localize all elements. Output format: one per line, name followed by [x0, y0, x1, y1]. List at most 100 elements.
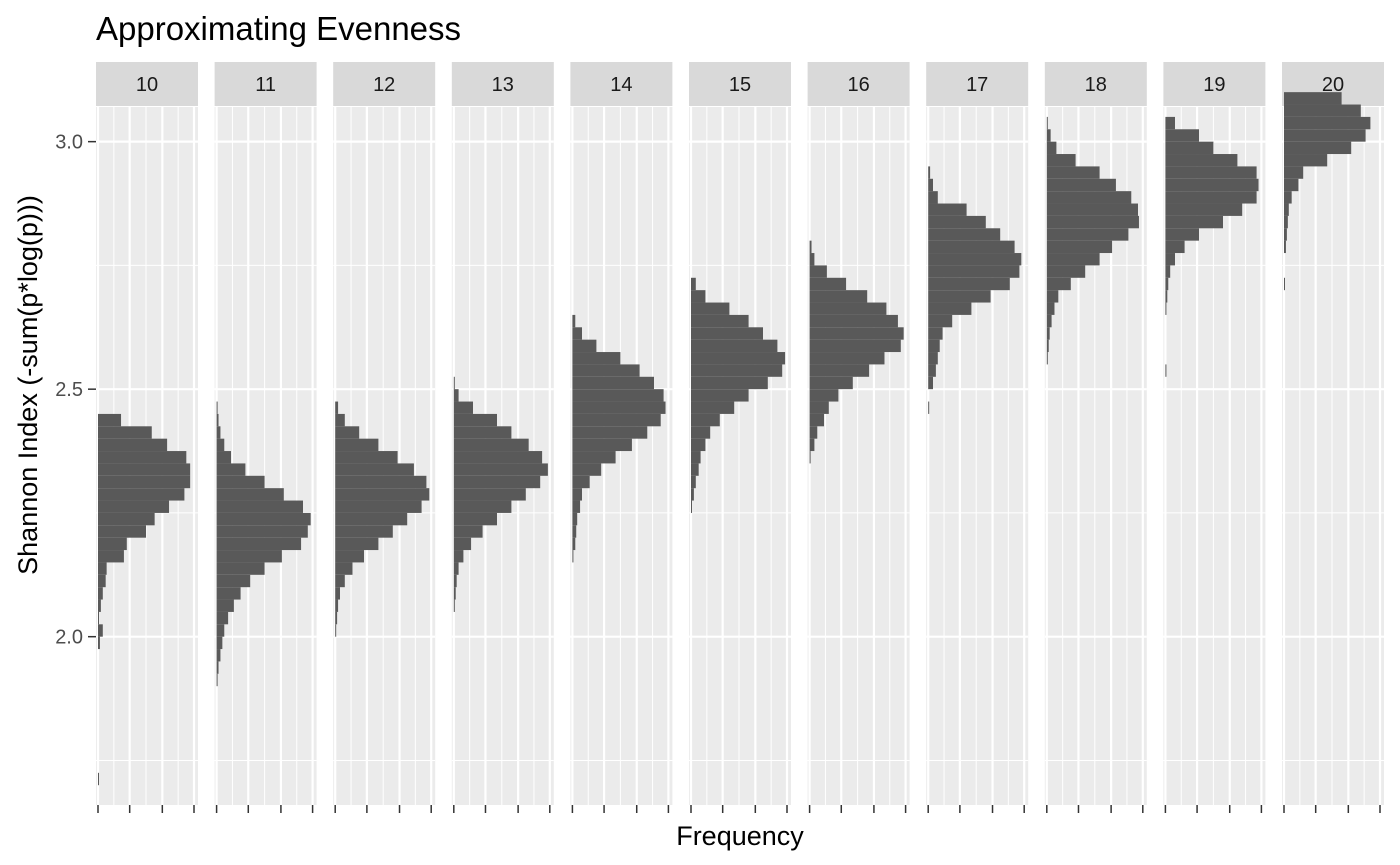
histogram-bar [1046, 352, 1048, 365]
histogram-bar [216, 636, 223, 650]
histogram-bar [691, 475, 696, 489]
histogram-bar [335, 611, 338, 625]
facet-strip [807, 62, 910, 106]
facet-strip-label: 10 [136, 74, 158, 96]
histogram-bar [1165, 129, 1199, 142]
histogram-bar [1165, 302, 1167, 315]
histogram-bar [572, 314, 576, 328]
histogram-bar [98, 525, 146, 538]
histogram-bar [1046, 339, 1049, 353]
facet-strip-label: 14 [610, 74, 632, 96]
histogram-bar [691, 426, 711, 439]
histogram-bar [928, 314, 953, 328]
histogram-bar [216, 525, 308, 538]
y-axis: 2.0 2.5 3.0 [55, 132, 96, 649]
histogram-bar [216, 649, 221, 662]
histogram-bar [1284, 92, 1342, 105]
panel-background [1282, 107, 1384, 805]
histogram-bar [691, 302, 730, 315]
histogram-bar [98, 550, 124, 563]
panel-background [807, 107, 910, 805]
histogram-bar [216, 673, 218, 687]
histogram-bar [809, 364, 870, 377]
histogram-bar [572, 376, 654, 390]
histogram-bar [928, 401, 930, 414]
histogram-bar [216, 624, 225, 637]
facet-panel-16: 16 [807, 62, 910, 813]
histogram-bar [928, 166, 931, 179]
histogram-bar [928, 364, 936, 377]
histogram-bar [98, 562, 107, 575]
histogram-bar [1284, 178, 1299, 192]
histogram-bar [1165, 265, 1171, 278]
histogram-bar [572, 463, 602, 476]
histogram-bar [1046, 302, 1055, 315]
histogram-bar [691, 401, 735, 414]
histogram-bar [453, 599, 455, 612]
facet-strip-label: 20 [1322, 74, 1344, 96]
histogram-bar [98, 426, 152, 439]
histogram-bar [572, 500, 581, 513]
histogram-bar [335, 550, 364, 563]
histogram-bar [1284, 129, 1366, 142]
facet-panel-10: 10 [96, 62, 198, 813]
histogram-bar [216, 438, 225, 452]
histogram-bar [98, 587, 103, 600]
histogram-bar [335, 413, 345, 427]
histogram-bar [691, 290, 706, 303]
histogram-bar [572, 550, 574, 563]
histogram-bar [98, 451, 187, 464]
facet-panel-11: 11 [214, 62, 317, 813]
histogram-bar [98, 413, 122, 427]
histogram-bar [572, 327, 582, 340]
histogram-bar [453, 525, 483, 538]
histogram-bar [809, 426, 818, 439]
histogram-bar [98, 463, 191, 476]
histogram-bar [98, 512, 155, 526]
histogram-bar [1284, 141, 1352, 155]
histogram-bar [691, 413, 720, 427]
histogram-bar [216, 537, 302, 551]
facet-panel-18: 18 [1044, 62, 1147, 813]
facet-panel-19: 19 [1163, 62, 1266, 813]
histogram-bar [216, 488, 284, 501]
histogram-bar [453, 512, 497, 526]
facet-strip [333, 62, 436, 106]
histogram-bar [691, 451, 701, 464]
histogram-bar [216, 401, 218, 414]
histogram-bar [453, 463, 548, 476]
histogram-bar [1165, 364, 1167, 377]
histogram-bar [216, 463, 246, 476]
histogram-bar [1284, 191, 1292, 204]
facet-panel-12: 12 [333, 62, 436, 813]
histogram-bar [691, 314, 749, 328]
histogram-bar [1046, 228, 1129, 241]
histogram-bar [1165, 240, 1185, 254]
histogram-bar [335, 451, 398, 464]
histogram-bar [453, 574, 457, 588]
histogram-bar [809, 240, 812, 254]
histogram-bar [809, 265, 827, 278]
histogram-bar [216, 500, 303, 513]
histogram-bar [809, 438, 815, 452]
histogram-bar [335, 500, 422, 513]
histogram-bar [1165, 203, 1243, 216]
histogram-bar [335, 574, 345, 588]
histogram-bar [98, 636, 100, 650]
histogram-bar [928, 302, 972, 315]
histogram-bar [1046, 129, 1051, 142]
histogram-bar [1046, 290, 1059, 303]
histogram-bar [1046, 178, 1116, 192]
facet-strip-label: 18 [1085, 74, 1107, 96]
histogram-bar [691, 376, 768, 390]
histogram-bar [1284, 215, 1288, 229]
facet-strip [214, 62, 317, 106]
histogram-bar [572, 475, 590, 489]
histogram-bar [691, 438, 706, 452]
facet-strip-label: 17 [966, 74, 988, 96]
y-tick-label: 2.5 [55, 379, 83, 401]
facet-strip-label: 11 [255, 74, 276, 96]
histogram-bar [453, 389, 459, 402]
histogram-bar [335, 587, 340, 600]
